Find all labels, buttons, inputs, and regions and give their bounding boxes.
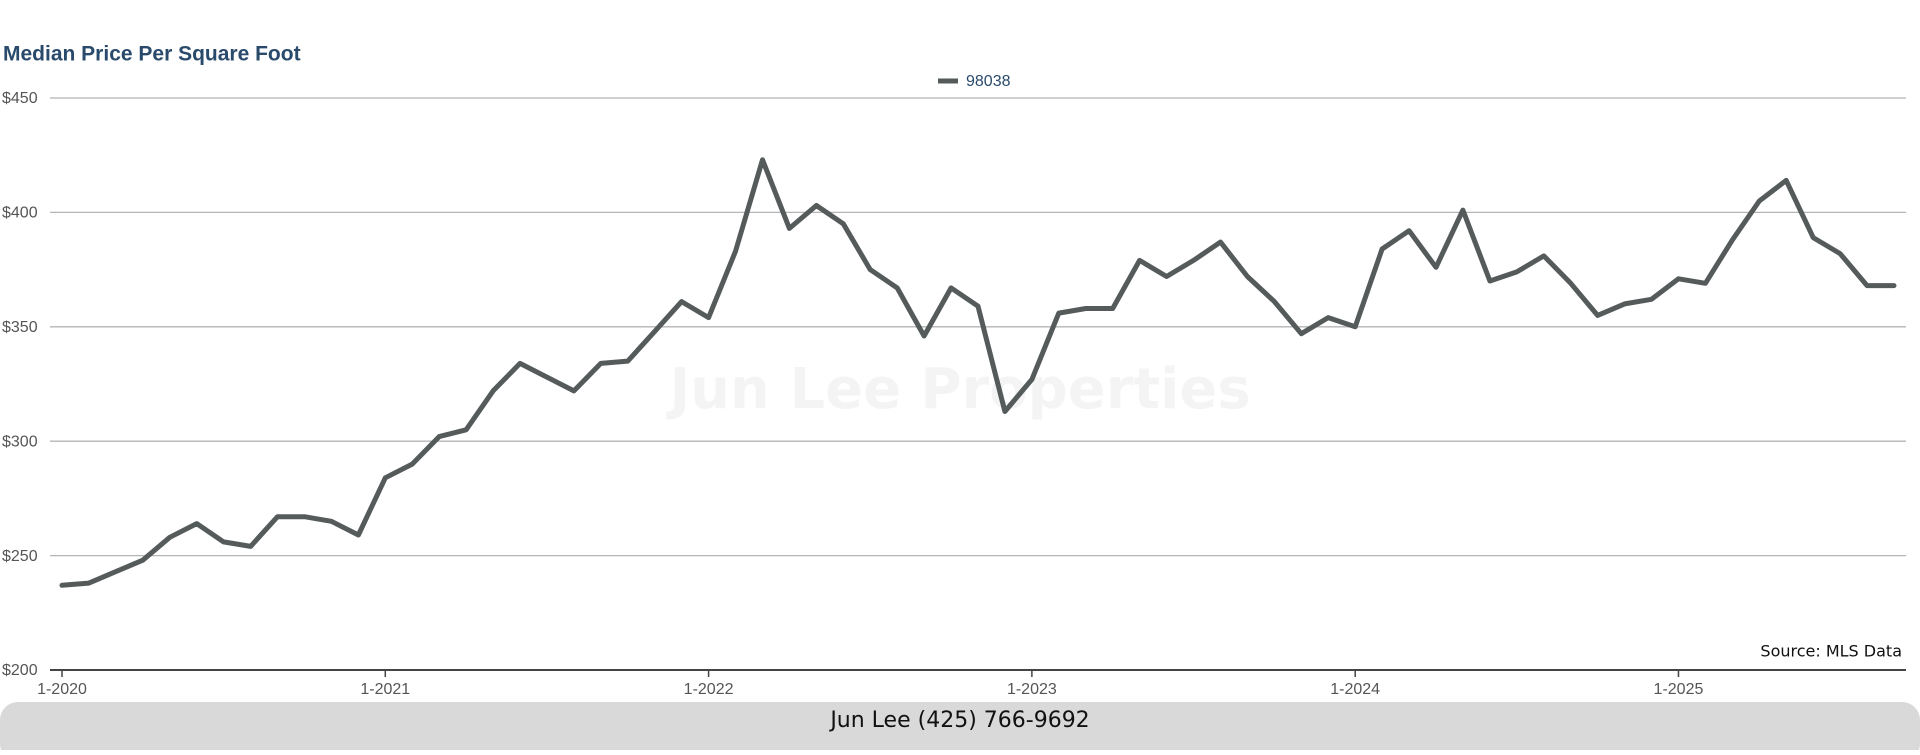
chart-title: Median Price Per Square Foot (3, 43, 301, 66)
watermark: Jun Lee Properties (665, 357, 1250, 422)
y-tick-label: $200 (2, 662, 38, 679)
x-tick-label: 1-2024 (1330, 681, 1380, 698)
legend-label: 98038 (966, 73, 1011, 90)
y-tick-label: $350 (2, 319, 38, 336)
footer-text: Jun Lee (425) 766-9692 (828, 708, 1089, 733)
x-tick-label: 1-2022 (684, 681, 734, 698)
x-tick-label: 1-2021 (360, 681, 410, 698)
y-tick-label: $450 (2, 90, 38, 107)
y-tick-label: $400 (2, 205, 38, 222)
footer-band (0, 702, 1920, 755)
y-tick-label: $250 (2, 548, 38, 565)
source-note: Source: MLS Data (1760, 642, 1902, 661)
data-line (59, 157, 1897, 588)
x-tick-label: 1-2020 (37, 681, 87, 698)
y-tick-label: $300 (2, 433, 38, 450)
x-tick-label: 1-2025 (1654, 681, 1704, 698)
x-tick-label: 1-2023 (1007, 681, 1057, 698)
